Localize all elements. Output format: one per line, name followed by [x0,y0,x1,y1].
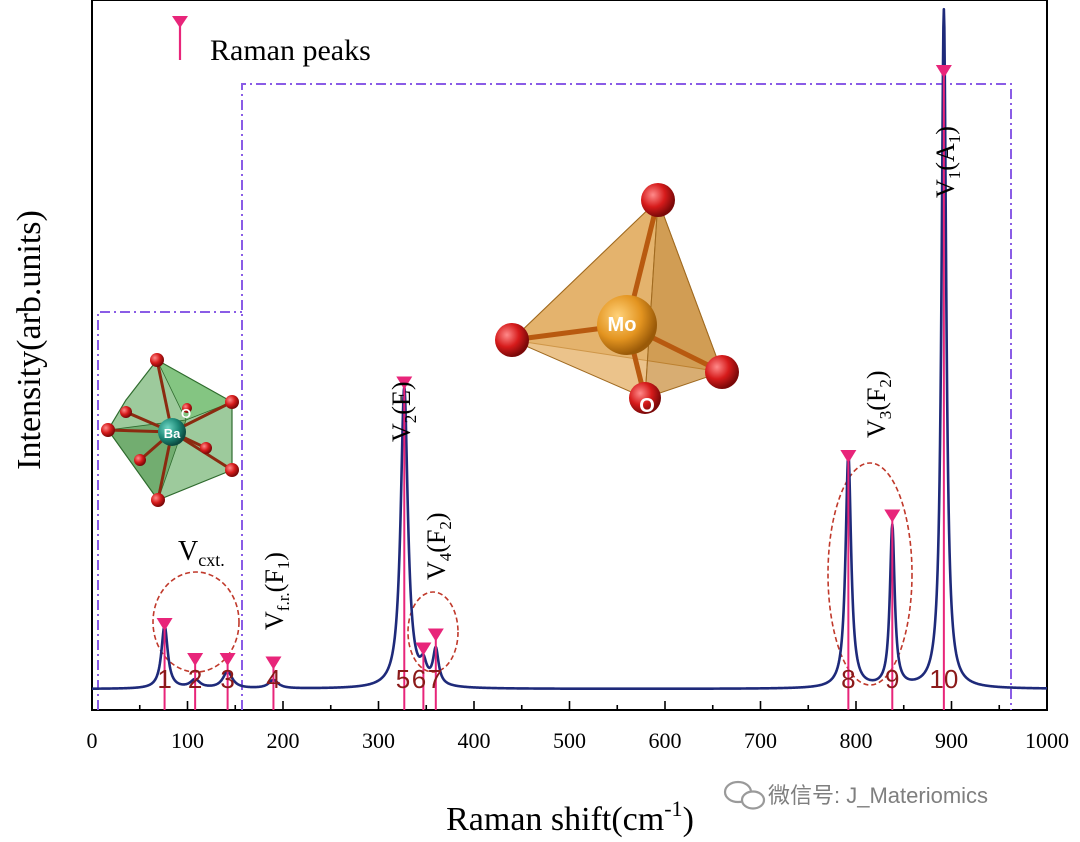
ellipse-v3 [827,462,913,686]
raman-marker-triangle [884,509,901,523]
o-atom [200,442,212,454]
peak-number-label: 2 [188,664,202,694]
tetrahedron-face-right [644,199,723,399]
watermark-text: 微信号: J_Materiomics [768,783,988,808]
o-atom [151,493,165,507]
legend-label: Raman peaks [210,34,371,67]
mo-label: Mo [608,314,637,336]
x-tick-label: 900 [935,728,968,753]
peak-number-label: 1 [157,664,171,694]
x-tick-label: 400 [458,728,491,753]
peak-number-label: 3 [220,664,234,694]
raman-marker-triangle [156,618,173,631]
polyhedron-face-top [156,359,233,421]
legend-marker-triangle [172,16,188,28]
o-label: O [639,395,655,417]
raman-marker-triangle [396,376,413,390]
o-atom-left [495,323,529,357]
raman-marker-triangle [219,653,236,666]
x-tick-label: 1000 [1025,728,1069,753]
ba-label: Ba [164,426,181,441]
wechat-icon-bubble [740,790,766,810]
o-atom-bottom [629,382,661,414]
o-atom [225,463,239,477]
external-mode-box [97,311,242,710]
x-tick-label: 500 [553,728,586,753]
bao8-polyhedron: Ba O [101,353,239,507]
x-tick-label: 800 [840,728,873,753]
internal-mode-box [241,83,1012,710]
raman-marker-triangle [427,628,444,642]
x-tick-label: 300 [362,728,395,753]
peak-number-label: 8 [841,664,855,694]
o-label: O [181,406,191,421]
o-atom [182,403,192,413]
x-axis-title: Raman shift(cm-1) [446,796,694,838]
watermark: 微信号: J_Materiomics [723,780,988,810]
peak-number-label: 4 [266,664,280,694]
moo4-tetrahedron: Mo O [495,183,739,417]
o-atom [150,353,164,367]
ellipse-v4 [407,591,459,673]
x-tick-label: 700 [744,728,777,753]
x-tick-label: 600 [649,728,682,753]
spectrum-line [91,7,1048,691]
peak-number-label: 5 [396,664,410,694]
o-atom [225,395,239,409]
mode-label-v3: V3(F2) [862,370,895,438]
raman-marker-triangle [840,450,857,463]
x-tick-label: 100 [171,728,204,753]
mode-label-v1: V1(A1) [931,126,964,198]
ba-atom [158,418,186,446]
peak-number-label: 10 [929,664,958,694]
mode-label-vfr: Vf.r.(F1) [260,552,293,630]
o-atom [134,454,146,466]
o-atom-right [705,355,739,389]
raman-marker-triangle [187,653,204,666]
x-tick-label: 0 [87,728,98,753]
mode-label-v2: V2(E) [387,382,420,442]
peak-number-label: 7 [428,664,442,694]
legend: Raman peaks [172,16,371,67]
peak-number-label: 9 [885,664,899,694]
mode-label-vcxt: Vcxt. [178,536,225,570]
peak-number-label: 6 [412,664,426,694]
o-atom-top [641,183,675,217]
raman-marker-triangle [265,656,282,670]
mo-atom [597,295,657,355]
y-axis-title: Intensity(arb.units) [11,210,48,470]
x-tick-label: 200 [267,728,300,753]
o-atom [101,423,115,437]
raman-marker-triangle [935,65,952,78]
raman-marker-triangle [415,642,432,656]
mode-label-v4: V4(F2) [422,512,455,580]
o-atom [120,406,132,418]
